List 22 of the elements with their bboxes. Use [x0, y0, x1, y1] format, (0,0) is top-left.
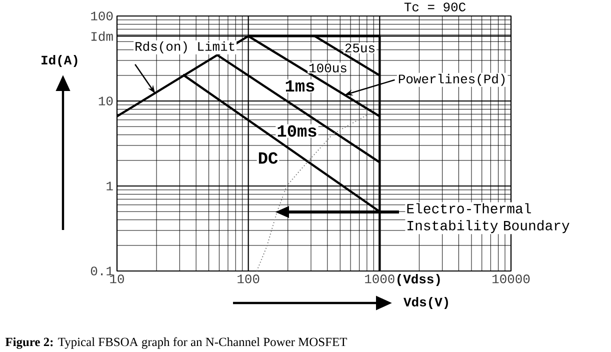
- x-tick-label: 100: [238, 274, 260, 284]
- annotation: Electro-Thermal Instability Boundary: [407, 203, 570, 234]
- y-tick-label: 10: [98, 96, 113, 106]
- annotation: 10ms: [278, 125, 316, 137]
- annotation: DC: [258, 152, 278, 164]
- y-axis-title: Id(A): [42, 54, 78, 68]
- annotation: 1ms: [286, 80, 314, 92]
- y-tick-label: 0.1: [90, 266, 113, 276]
- annotation: Powerlines(Pd): [398, 74, 505, 86]
- x-tick-label: 10: [110, 274, 124, 284]
- x-axis-title: Vds(V): [404, 296, 448, 310]
- annotation: (Vdss): [398, 274, 440, 286]
- annotation: 25us: [345, 44, 374, 52]
- y-tick-label: 1: [106, 182, 113, 190]
- y-tick-label: 100: [91, 12, 113, 20]
- text: Figure 2: Typical FBSOA graph for an N-Channel Power MOSFET: [5, 337, 348, 349]
- x-tick-label: 1000: [365, 274, 394, 284]
- annotation: Rds(on) Limit: [136, 41, 234, 54]
- x-tick-label: 10000: [492, 274, 530, 284]
- y-tick-label: Idm: [91, 31, 113, 41]
- text: Tc = 90C: [404, 2, 466, 12]
- annotation: 100us: [310, 64, 346, 72]
